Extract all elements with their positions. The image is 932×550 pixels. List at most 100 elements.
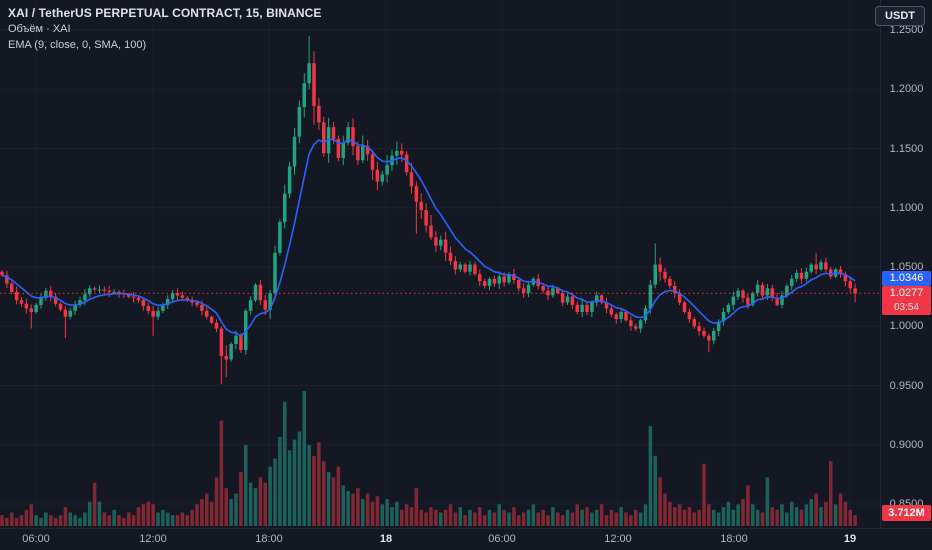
candle-body bbox=[448, 252, 453, 262]
candle-body bbox=[517, 280, 521, 289]
candle-body bbox=[609, 308, 614, 315]
candle-body bbox=[39, 297, 43, 305]
volume-bar bbox=[668, 501, 672, 526]
volume-bar bbox=[824, 501, 828, 526]
volume-bar bbox=[643, 504, 648, 526]
volume-bar bbox=[356, 488, 360, 526]
candle-body bbox=[258, 284, 263, 301]
candle-body bbox=[278, 222, 282, 253]
candle-body bbox=[29, 308, 33, 313]
candle-body bbox=[83, 294, 87, 301]
last-price-value: 1.0277 bbox=[889, 287, 924, 300]
symbol-title-row[interactable]: XAI / TetherUS PERPETUAL CONTRACT, 15, B… bbox=[8, 5, 322, 21]
candle-body bbox=[273, 252, 277, 294]
volume-bar bbox=[692, 512, 696, 526]
volume-indicator-label: Объём · XAI bbox=[8, 23, 71, 35]
candle-body bbox=[341, 142, 345, 158]
ema-line bbox=[1, 138, 856, 338]
volume-bar bbox=[770, 507, 774, 526]
volume-bar bbox=[205, 493, 209, 526]
candle-body bbox=[195, 302, 199, 305]
candle-body bbox=[663, 271, 667, 279]
volume-bar bbox=[575, 504, 579, 526]
candle-body bbox=[297, 107, 302, 137]
candle-body bbox=[248, 300, 253, 311]
currency-toggle-button[interactable]: USDT bbox=[875, 6, 925, 26]
volume-bar bbox=[648, 426, 653, 526]
candle-body bbox=[629, 320, 633, 327]
volume-bar bbox=[146, 501, 150, 526]
volume-bar bbox=[292, 439, 297, 526]
candle-body bbox=[687, 312, 692, 320]
volume-bar bbox=[799, 509, 804, 526]
candle-body bbox=[673, 286, 677, 294]
volume-bar bbox=[536, 512, 540, 526]
candle-body bbox=[843, 274, 848, 282]
candle-body bbox=[263, 300, 267, 310]
candle-body bbox=[53, 296, 58, 304]
candle-body bbox=[214, 322, 219, 329]
candle-body bbox=[634, 326, 638, 329]
candle-body bbox=[507, 274, 511, 283]
ema-indicator-row[interactable]: EMA (9, close, 0, SMA, 100) bbox=[8, 38, 322, 53]
candle-body bbox=[88, 288, 92, 295]
time-tick-label: 19 bbox=[843, 533, 857, 545]
volume-bar bbox=[707, 504, 711, 526]
candle-body bbox=[63, 309, 68, 317]
volume-bar bbox=[400, 509, 404, 526]
volume-bar bbox=[526, 509, 531, 526]
candle-body bbox=[804, 271, 809, 279]
candle-body bbox=[556, 288, 560, 293]
candle-body bbox=[697, 326, 701, 331]
candle-body bbox=[604, 302, 609, 309]
candle-body bbox=[819, 262, 823, 270]
candle-body bbox=[419, 201, 423, 211]
volume-bar bbox=[185, 515, 189, 526]
candle-body bbox=[346, 127, 350, 143]
candle-body bbox=[468, 264, 472, 272]
candle-body bbox=[565, 296, 570, 303]
candle-body bbox=[239, 335, 243, 350]
volume-bar bbox=[131, 515, 136, 526]
volume-bar bbox=[556, 512, 560, 526]
volume-bar bbox=[122, 517, 126, 526]
volume-bar bbox=[258, 477, 263, 526]
candle-body bbox=[175, 293, 180, 296]
volume-bar bbox=[419, 509, 423, 526]
candle-body bbox=[648, 284, 653, 309]
time-axis[interactable]: 06:00 12:00 18:00 18 06:00 12:00 18:00 19 bbox=[0, 528, 932, 550]
candle-body bbox=[351, 127, 355, 147]
volume-bar bbox=[29, 504, 33, 526]
price-tick-label: 0.9500 bbox=[889, 379, 924, 392]
volume-bar bbox=[760, 512, 765, 526]
time-tick-label: 06:00 bbox=[488, 533, 516, 545]
volume-bar bbox=[244, 445, 248, 526]
volume-bar bbox=[24, 509, 29, 526]
volume-bar bbox=[838, 493, 843, 526]
price-tick-label: 1.2500 bbox=[889, 24, 924, 36]
volume-bar bbox=[731, 509, 735, 526]
volume-bar bbox=[609, 509, 614, 526]
volume-bar bbox=[214, 477, 219, 526]
candle-body bbox=[73, 304, 77, 311]
volume-bar bbox=[755, 509, 760, 526]
volume-bar bbox=[273, 458, 277, 526]
volume-indicator-row[interactable]: Объём · XAI bbox=[8, 22, 322, 37]
volume-bar bbox=[726, 501, 731, 526]
candle-body bbox=[712, 331, 716, 341]
volume-bar bbox=[439, 512, 443, 526]
volume-bar bbox=[317, 442, 321, 526]
volume-bar bbox=[482, 515, 487, 526]
symbol-title: XAI / TetherUS PERPETUAL CONTRACT, 15, B… bbox=[8, 6, 322, 20]
volume-bar bbox=[697, 509, 701, 526]
volume-bar bbox=[307, 445, 311, 526]
volume-bar bbox=[794, 507, 799, 526]
time-tick-label: 18 bbox=[379, 533, 393, 545]
price-axis[interactable]: 1.0346 1.0277 03:54 3.712M 1.2500 1.2000 1… bbox=[880, 0, 932, 528]
candle-body bbox=[19, 300, 24, 304]
candle-body bbox=[439, 239, 443, 246]
volume-bar bbox=[127, 512, 131, 526]
volume-bar bbox=[458, 507, 462, 526]
candle-body bbox=[824, 262, 828, 270]
